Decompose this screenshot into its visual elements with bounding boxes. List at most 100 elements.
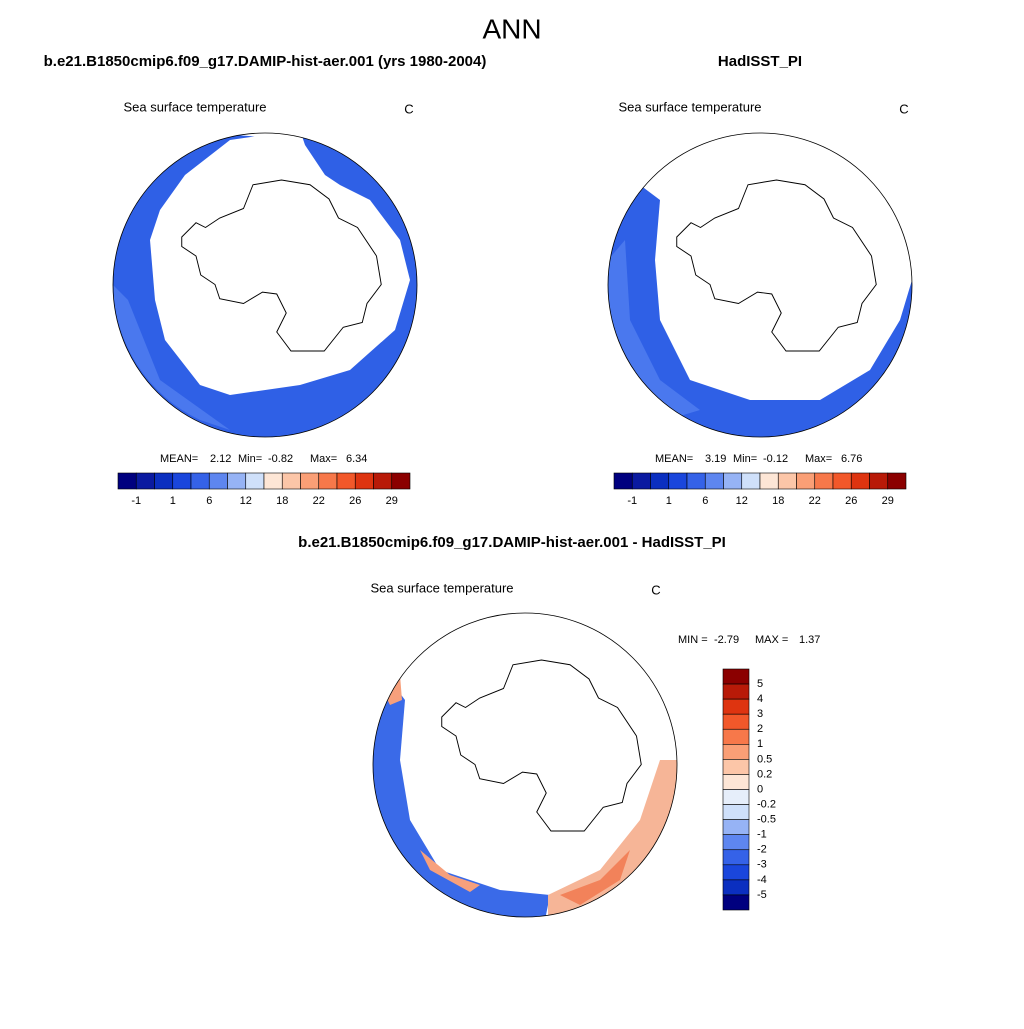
colorbar-label: 6 bbox=[206, 495, 212, 507]
stat-text: 1.37 bbox=[799, 634, 820, 646]
color-box bbox=[869, 472, 889, 490]
color-box bbox=[263, 472, 283, 490]
color-box bbox=[814, 472, 834, 490]
colorbar-label: -5 bbox=[757, 889, 767, 901]
color-box bbox=[722, 789, 750, 805]
stat-text: -0.82 bbox=[268, 453, 293, 465]
colorbar-label: 0 bbox=[757, 783, 763, 795]
figure-title: ANN bbox=[482, 13, 541, 44]
color-box bbox=[722, 849, 750, 866]
colorbar-label: 2 bbox=[757, 723, 763, 735]
color-box bbox=[722, 698, 750, 715]
color-box bbox=[722, 774, 750, 790]
color-box bbox=[318, 472, 338, 490]
color-box bbox=[281, 472, 301, 490]
colorbar-label: -1 bbox=[131, 495, 141, 507]
color-box bbox=[190, 472, 210, 490]
stat-text: MIN = bbox=[678, 634, 708, 646]
color-box bbox=[759, 472, 779, 490]
map-border bbox=[372, 612, 678, 918]
stat-text: 6.76 bbox=[841, 453, 862, 465]
color-box bbox=[722, 804, 750, 820]
color-box bbox=[722, 683, 750, 700]
stat-text: 3.19 bbox=[705, 453, 726, 465]
color-box bbox=[723, 472, 743, 490]
colorbar-label: 22 bbox=[809, 495, 821, 507]
colorbar-label: 4 bbox=[757, 693, 763, 705]
color-box bbox=[300, 472, 320, 490]
coastline bbox=[676, 179, 877, 352]
colorbar-label: 29 bbox=[386, 495, 398, 507]
color-box bbox=[887, 472, 907, 490]
panel-subtitle: HadISST_PI bbox=[718, 53, 802, 70]
panel-subtitle: b.e21.B1850cmip6.f09_g17.DAMIP-hist-aer.… bbox=[44, 53, 487, 70]
stat-text: 2.12 bbox=[210, 453, 231, 465]
colorbar-label: 12 bbox=[736, 495, 748, 507]
colorbar-label: 22 bbox=[313, 495, 325, 507]
color-box bbox=[227, 472, 247, 490]
stat-text: Min= bbox=[238, 453, 262, 465]
color-box bbox=[135, 472, 155, 490]
field-label: Sea surface temperature bbox=[123, 99, 266, 114]
colorbar-label: -1 bbox=[627, 495, 637, 507]
units-label: C bbox=[404, 101, 413, 116]
map bbox=[113, 133, 417, 437]
color-box bbox=[208, 472, 228, 490]
color-box bbox=[722, 759, 750, 775]
colorbar-label: 1 bbox=[666, 495, 672, 507]
colorbar-label: 26 bbox=[349, 495, 361, 507]
colorbar-label: 1 bbox=[170, 495, 176, 507]
colorbar-label: -0.2 bbox=[757, 798, 776, 810]
stat-text: Max= bbox=[310, 453, 337, 465]
colorbar-label: 0.2 bbox=[757, 768, 772, 780]
color-box bbox=[796, 472, 816, 490]
map-border bbox=[112, 132, 418, 438]
colorbar-label: -2 bbox=[757, 844, 767, 856]
color-box bbox=[722, 819, 750, 835]
color-box bbox=[613, 472, 633, 490]
color-box bbox=[722, 834, 750, 851]
colorbar-label: -4 bbox=[757, 874, 767, 886]
color-box bbox=[117, 472, 137, 490]
color-box bbox=[722, 894, 750, 911]
color-box bbox=[391, 472, 411, 490]
color-box bbox=[154, 472, 174, 490]
colorbar-label: 12 bbox=[240, 495, 252, 507]
color-box bbox=[650, 472, 670, 490]
color-box bbox=[777, 472, 797, 490]
colorbar-label: 5 bbox=[757, 678, 763, 690]
color-box bbox=[336, 472, 356, 490]
field-label: Sea surface temperature bbox=[618, 99, 761, 114]
color-box bbox=[172, 472, 192, 490]
stat-text: Max= bbox=[805, 453, 832, 465]
colorbar-label: 3 bbox=[757, 708, 763, 720]
color-box bbox=[850, 472, 870, 490]
map-border bbox=[607, 132, 913, 438]
color-box bbox=[722, 713, 750, 730]
stat-text: MAX = bbox=[755, 634, 788, 646]
color-box bbox=[373, 472, 393, 490]
color-box bbox=[722, 668, 750, 685]
colorbar-label: 18 bbox=[276, 495, 288, 507]
color-box bbox=[668, 472, 688, 490]
stat-text: -0.12 bbox=[763, 453, 788, 465]
color-box bbox=[722, 864, 750, 881]
colorbar-label: 1 bbox=[757, 738, 763, 750]
colorbar-label: -3 bbox=[757, 859, 767, 871]
units-label: C bbox=[899, 101, 908, 116]
color-box bbox=[245, 472, 265, 490]
stat-text: 6.34 bbox=[346, 453, 367, 465]
stat-text: Min= bbox=[733, 453, 757, 465]
colorbar-label: 6 bbox=[702, 495, 708, 507]
color-box bbox=[722, 879, 750, 896]
colorbar-label: -0.5 bbox=[757, 814, 776, 826]
stat-text: -2.79 bbox=[714, 634, 739, 646]
colorbar-label: -1 bbox=[757, 829, 767, 841]
color-box bbox=[686, 472, 706, 490]
map bbox=[373, 675, 677, 917]
units-label: C bbox=[651, 582, 660, 597]
field-label: Sea surface temperature bbox=[370, 580, 513, 595]
color-box bbox=[722, 728, 750, 745]
colorbar-label: 0.5 bbox=[757, 753, 772, 765]
